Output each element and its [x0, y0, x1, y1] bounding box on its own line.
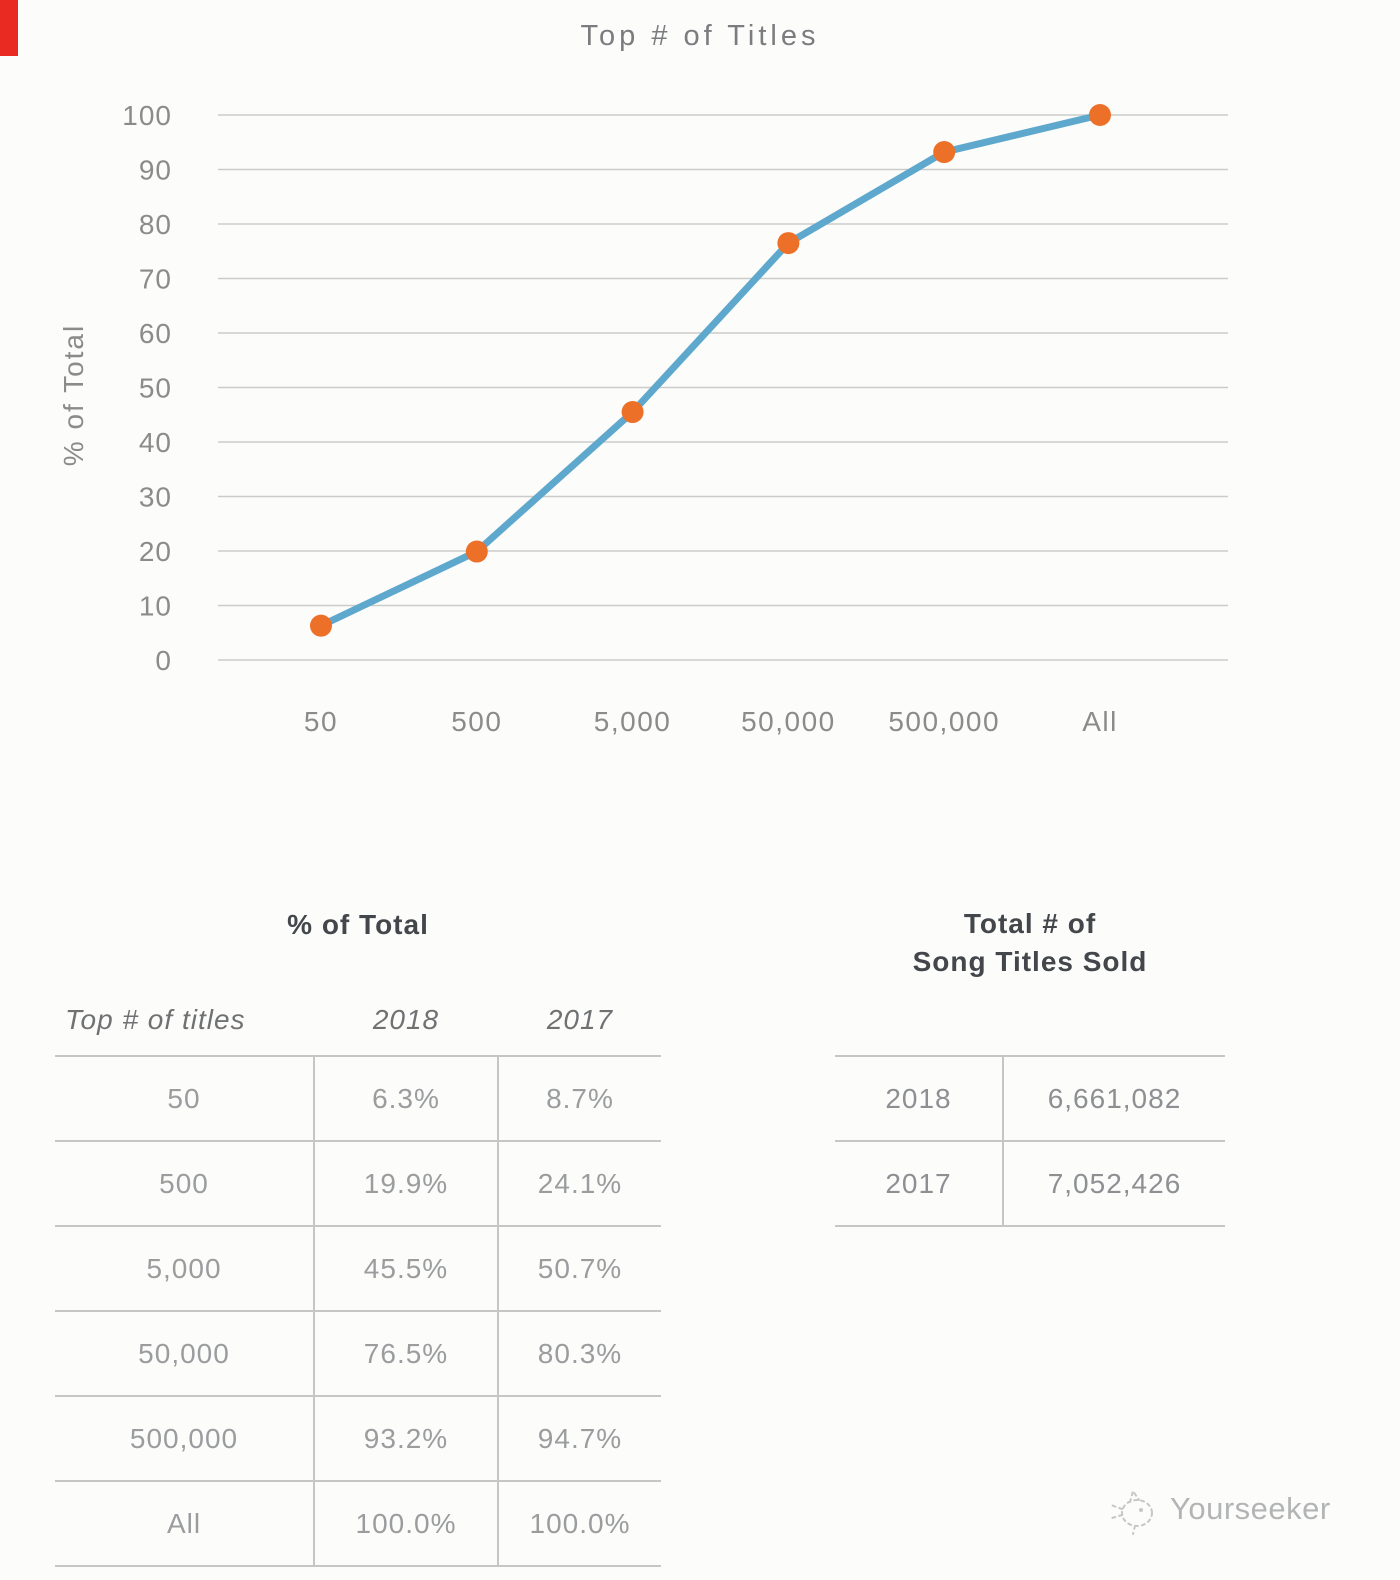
table-cell: 2018	[835, 1057, 1004, 1140]
table-cell: 500	[159, 1167, 209, 1199]
watermark: Yourseeker	[1108, 1481, 1331, 1537]
table-cell: 45.5%	[313, 1227, 499, 1310]
table-cell: 80.3%	[537, 1337, 623, 1369]
y-tick-label: 10	[139, 591, 172, 622]
x-tick-label: 50	[304, 706, 338, 737]
table-cell: 8.7%	[546, 1082, 614, 1114]
table-cell: 5,000	[146, 1252, 222, 1284]
data-point	[933, 141, 956, 164]
y-tick-label: 30	[139, 482, 172, 513]
y-tick-label: 90	[139, 155, 172, 186]
table-cell: 24.1%	[537, 1167, 623, 1199]
data-point	[621, 401, 644, 424]
table-cell: 7,052,426	[1047, 1167, 1182, 1199]
chart-title: Top # of Titles	[580, 20, 820, 52]
song-titles-sold-table: Total # of Song Titles Sold 2018 6,661,08…	[835, 905, 1225, 1227]
table-row: 2017 7,052,426	[835, 1140, 1225, 1225]
table-row: 500 19.9% 24.1%	[55, 1140, 661, 1225]
table-row: 5,000 45.5% 50.7%	[55, 1225, 661, 1310]
x-tick-label: 500,000	[888, 706, 1000, 737]
left-table-rows: 50 6.3% 8.7% 500 19.9% 24.1% 5,000 45.5% 50.7% 50…	[55, 1055, 661, 1567]
x-tick-label: 500	[451, 706, 502, 737]
right-table-title: Total # of Song Titles Sold	[835, 905, 1225, 981]
table-row: 500,000 93.2% 94.7%	[55, 1395, 661, 1480]
y-tick-label: 40	[139, 427, 172, 458]
data-point	[310, 614, 332, 637]
table-cell: 6.3%	[313, 1057, 499, 1140]
table-cell: 76.5%	[313, 1312, 499, 1395]
y-tick-label: 60	[139, 318, 172, 349]
column-header: Top # of titles	[65, 1004, 246, 1035]
table-row: 2018 6,661,082	[835, 1055, 1225, 1140]
y-tick-label: 50	[139, 373, 172, 404]
x-tick-label: All	[1082, 706, 1118, 737]
data-point	[465, 540, 488, 563]
data-line	[317, 111, 1104, 630]
y-tick-label: 0	[155, 645, 172, 676]
column-header: 2017	[546, 1004, 614, 1035]
y-tick-label: 20	[139, 536, 172, 567]
data-point	[1089, 104, 1111, 126]
y-tick-label: 80	[139, 209, 172, 240]
right-table-rows: 2018 6,661,082 2017 7,052,426	[835, 1055, 1225, 1227]
watermark-label: Yourseeker	[1170, 1491, 1331, 1526]
table-cell: 2017	[835, 1142, 1004, 1225]
left-table-title: % of Total	[287, 909, 429, 940]
right-table-title-line1: Total # of	[963, 908, 1097, 939]
x-tick-label: 5,000	[594, 706, 672, 737]
y-tick-label: 70	[139, 264, 172, 295]
yourseeker-logo-icon	[1110, 1488, 1153, 1535]
right-table-title-line2: Song Titles Sold	[912, 946, 1148, 977]
table-row: 50,000 76.5% 80.3%	[55, 1310, 661, 1395]
table-cell: 19.9%	[313, 1142, 499, 1225]
table-cell: 100.0%	[529, 1507, 631, 1539]
table-row: All 100.0% 100.0%	[55, 1480, 661, 1565]
left-table-header: Top # of titles 2018 2017	[55, 985, 661, 1055]
line-chart: 0 10 20 30 40 50 60 70 80 90 100 50 500 5,000 50,000 50…	[122, 100, 1228, 737]
table-cell: All	[166, 1507, 202, 1539]
table-cell: 500,000	[129, 1422, 239, 1454]
table-cell: 6,661,082	[1047, 1082, 1182, 1114]
x-tick-label: 50,000	[741, 706, 836, 737]
column-header: 2018	[372, 1004, 440, 1035]
table-row: 50 6.3% 8.7%	[55, 1055, 661, 1140]
table-cell: 50,000	[138, 1337, 230, 1369]
y-tick-label: 100	[122, 100, 172, 131]
table-cell: 100.0%	[313, 1482, 499, 1565]
red-accent-bar	[0, 0, 18, 56]
table-cell: 50	[167, 1082, 201, 1114]
table-cell: 94.7%	[537, 1422, 623, 1454]
table-cell: 50.7%	[537, 1252, 623, 1284]
percent-of-total-table: % of Total Top # of titles 2018 2017 50 6…	[55, 905, 661, 1567]
data-point	[777, 232, 800, 255]
table-cell: 93.2%	[313, 1397, 499, 1480]
